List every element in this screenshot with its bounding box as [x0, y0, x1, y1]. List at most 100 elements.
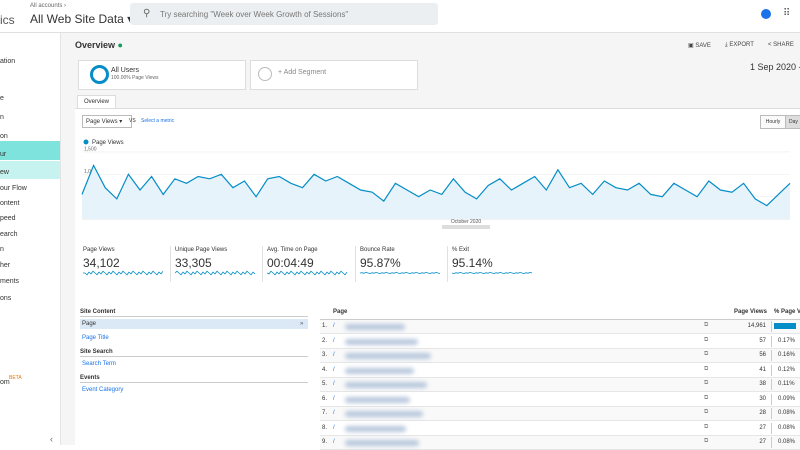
- link-icon[interactable]: ⧉: [704, 423, 709, 430]
- breadcrumb[interactable]: All accounts ›: [30, 3, 67, 9]
- dimension-arrow: »: [300, 321, 304, 327]
- sidebar-item[interactable]: ons: [0, 295, 12, 302]
- metric-label: Page Views: [83, 247, 115, 253]
- dimension-link[interactable]: Page: [80, 319, 308, 329]
- sidebar-item[interactable]: ew: [0, 169, 9, 176]
- beta-badge: BETA: [9, 375, 22, 381]
- pct: 0.12%: [778, 366, 796, 373]
- row-number: 3.: [322, 352, 328, 358]
- page-link[interactable]: /: [333, 352, 335, 358]
- col-header: Page Views: [734, 309, 767, 315]
- apps-icon[interactable]: ⠿: [783, 8, 791, 19]
- row-number: 7.: [322, 410, 328, 416]
- sidebar-item[interactable]: peed: [0, 215, 16, 222]
- notifications[interactable]: [761, 9, 771, 19]
- page-link[interactable]: /: [333, 366, 335, 373]
- page-link[interactable]: /: [333, 337, 335, 344]
- metric-dropdown[interactable]: Page Views ▾: [82, 115, 132, 128]
- row-bg: [320, 320, 800, 334]
- sidebar-item[interactable]: ation: [0, 58, 16, 65]
- line-series: [81, 163, 791, 207]
- x-axis-label: October 2020: [451, 219, 482, 225]
- sidebar-item[interactable]: n: [0, 246, 4, 253]
- sidebar-item[interactable]: ontent: [0, 200, 20, 207]
- link-icon[interactable]: ⧉: [704, 351, 709, 357]
- share[interactable]: < SHARE: [768, 42, 794, 48]
- blurred-path: [345, 367, 414, 374]
- page-link[interactable]: /: [333, 381, 335, 387]
- search-icon: ⚲: [143, 8, 151, 19]
- export-label: EXPORT: [729, 42, 754, 48]
- metric-label: Avg. Time on Page: [267, 247, 318, 253]
- link-icon[interactable]: ⧉: [704, 365, 709, 372]
- sidebar-item[interactable]: ments: [0, 278, 20, 285]
- page-link[interactable]: /: [333, 439, 335, 445]
- share-bar: [774, 323, 796, 329]
- row-bg: [320, 334, 800, 349]
- save[interactable]: ▣ SAVE: [688, 43, 711, 49]
- search-box[interactable]: [130, 3, 438, 25]
- export[interactable]: ⤓ EXPORT: [725, 42, 754, 48]
- sidebar-item[interactable]: our Flow: [0, 185, 27, 192]
- metric-value: 95.87%: [360, 256, 401, 270]
- collapse[interactable]: ‹: [50, 434, 53, 444]
- metric-divider: [170, 246, 171, 282]
- sidebar-item[interactable]: om: [0, 379, 10, 386]
- pct: 0.08%: [778, 439, 796, 445]
- segment-icon: [90, 65, 109, 84]
- blurred-path: [345, 338, 418, 345]
- add-segment-label: + Add Segment: [278, 69, 327, 76]
- link-icon[interactable]: ⧉: [704, 394, 709, 401]
- dimension-link[interactable]: Search Term: [82, 361, 116, 367]
- page-link[interactable]: /: [333, 424, 335, 431]
- metric-divider: [355, 246, 356, 282]
- dimension-link[interactable]: Page Title: [82, 335, 109, 341]
- sparkline: [83, 270, 164, 276]
- add-segment[interactable]: [250, 60, 418, 90]
- search-placeholder: Try searching "Week over Week Growth of …: [160, 10, 349, 19]
- pct: 0.08%: [778, 424, 796, 431]
- metric-divider: [262, 246, 263, 282]
- link-icon[interactable]: ⧉: [704, 336, 709, 343]
- metric-divider: [447, 246, 448, 282]
- sidebar-item[interactable]: her: [0, 262, 11, 269]
- dimension-link[interactable]: Event Category: [82, 387, 124, 393]
- link-icon[interactable]: ⧉: [704, 438, 709, 444]
- select-metric[interactable]: Select a metric: [141, 118, 175, 124]
- views: 30: [759, 395, 766, 402]
- link-icon[interactable]: ⧉: [704, 409, 709, 415]
- date-range[interactable]: 1 Sep 2020 - 3: [750, 62, 800, 72]
- row-number: 2.: [322, 337, 328, 344]
- row-number: 8.: [322, 424, 328, 431]
- sidebar-item[interactable]: on: [0, 133, 8, 140]
- blurred-path: [345, 396, 410, 403]
- verified-icon: ●: [117, 40, 123, 50]
- save-label: SAVE: [695, 43, 711, 49]
- pct: 0.17%: [778, 337, 796, 344]
- pct-divider: [771, 379, 772, 390]
- row-bg: [320, 421, 800, 436]
- page-link[interactable]: /: [333, 410, 335, 416]
- pct-divider: [771, 335, 772, 347]
- tab[interactable]: Overview: [77, 95, 117, 108]
- day-button[interactable]: Day: [785, 115, 800, 129]
- sidebar-item[interactable]: ur: [0, 151, 7, 158]
- sidebar-selected: [0, 161, 60, 179]
- sidebar-item[interactable]: n: [0, 114, 4, 121]
- views: 57: [759, 337, 766, 344]
- hourly-button[interactable]: Hourly: [760, 115, 786, 129]
- col-header: Page: [333, 309, 348, 315]
- sidebar-item[interactable]: e: [0, 95, 4, 102]
- metric-label: % Exit: [452, 247, 470, 253]
- page-link[interactable]: /: [333, 395, 335, 402]
- metric-label: Page Views: [86, 119, 118, 125]
- group-title: Site Search: [80, 349, 308, 357]
- views: 38: [759, 381, 766, 387]
- sidebar-item[interactable]: earch: [0, 231, 18, 238]
- link-icon[interactable]: ⧉: [704, 380, 709, 386]
- pct-divider: [771, 437, 772, 448]
- group-title: Events: [80, 375, 308, 383]
- page-link[interactable]: /: [333, 323, 335, 329]
- link-icon[interactable]: ⧉: [704, 322, 709, 328]
